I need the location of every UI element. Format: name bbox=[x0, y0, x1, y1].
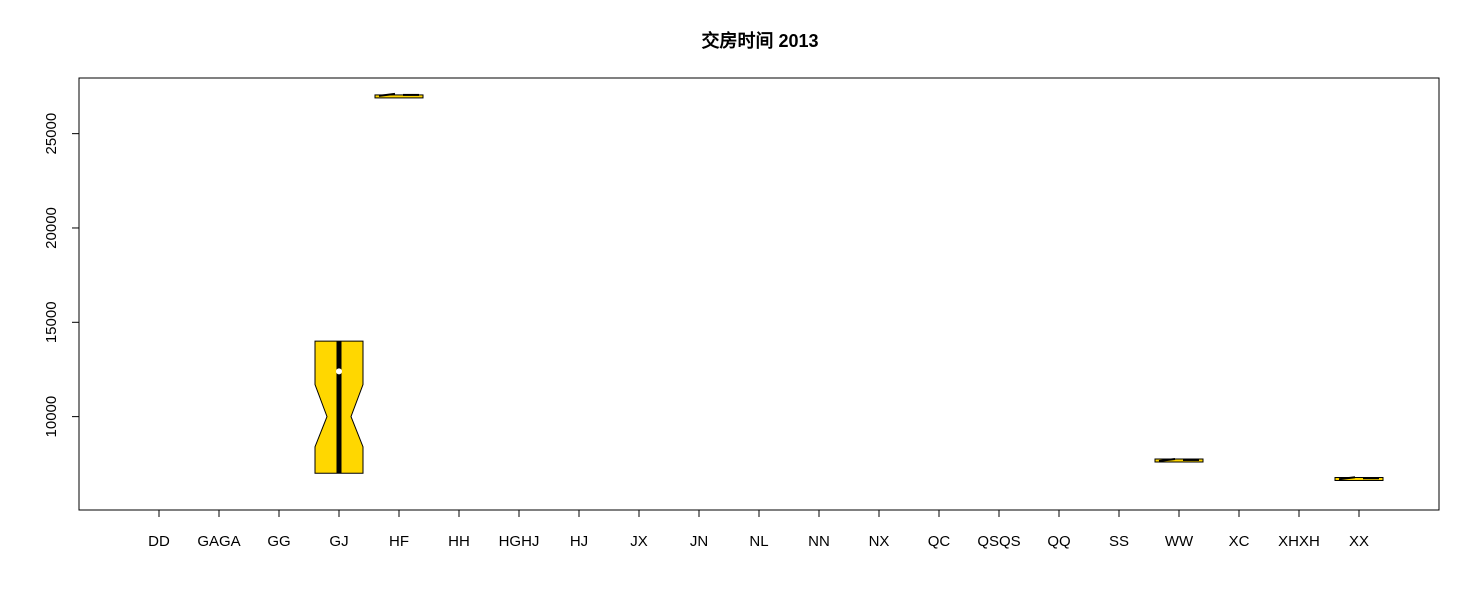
x-tick-label: WW bbox=[1165, 533, 1194, 550]
box-hf bbox=[374, 92, 424, 99]
x-tick-label: XHXH bbox=[1278, 533, 1320, 550]
median-line-left bbox=[1158, 457, 1176, 462]
y-tick-label: 10000 bbox=[43, 396, 60, 438]
y-tick-label: 20000 bbox=[43, 207, 60, 249]
x-tick-label: JX bbox=[630, 533, 648, 550]
x-axis: DD GAGA GG GJ HF HH HGHJ HJ JX JN NL NN NX QC QSQS QQ SS… bbox=[148, 509, 1369, 550]
y-tick-label: 25000 bbox=[43, 113, 60, 155]
x-tick-label: GJ bbox=[329, 533, 348, 550]
plot-frame bbox=[78, 77, 1440, 511]
x-tick-label: NN bbox=[808, 533, 830, 550]
x-tick-label: QQ bbox=[1047, 533, 1070, 550]
boxes-layer bbox=[314, 92, 1384, 481]
y-axis: 10000 15000 20000 25000 bbox=[43, 113, 80, 438]
x-tick-label: GAGA bbox=[197, 533, 240, 550]
x-tick-label: HF bbox=[389, 533, 409, 550]
box-xx bbox=[1334, 476, 1384, 481]
x-tick-label: HH bbox=[448, 533, 470, 550]
mean-marker bbox=[336, 368, 342, 375]
y-tick-label: 15000 bbox=[43, 301, 60, 343]
box-body bbox=[1334, 476, 1384, 481]
x-tick-label: GG bbox=[267, 533, 290, 550]
x-tick-label: XX bbox=[1349, 533, 1369, 550]
x-tick-label: HJ bbox=[570, 533, 588, 550]
box-ww bbox=[1154, 457, 1204, 463]
x-tick-label: QC bbox=[928, 533, 951, 550]
chart-title: 交房时间 2013 bbox=[701, 30, 818, 51]
median-line-left bbox=[378, 92, 396, 97]
x-tick-label: DD bbox=[148, 533, 170, 550]
x-tick-label: XC bbox=[1229, 533, 1250, 550]
x-tick-label: JN bbox=[690, 533, 708, 550]
box-body bbox=[1154, 458, 1204, 463]
x-tick-label: NL bbox=[749, 533, 768, 550]
box-gj bbox=[314, 340, 364, 474]
box-body bbox=[374, 94, 424, 99]
x-tick-label: HGHJ bbox=[499, 533, 540, 550]
x-tick-label: SS bbox=[1109, 533, 1129, 550]
x-tick-label: NX bbox=[869, 533, 890, 550]
x-tick-label: QSQS bbox=[977, 533, 1020, 550]
median-line-left bbox=[1338, 476, 1356, 481]
